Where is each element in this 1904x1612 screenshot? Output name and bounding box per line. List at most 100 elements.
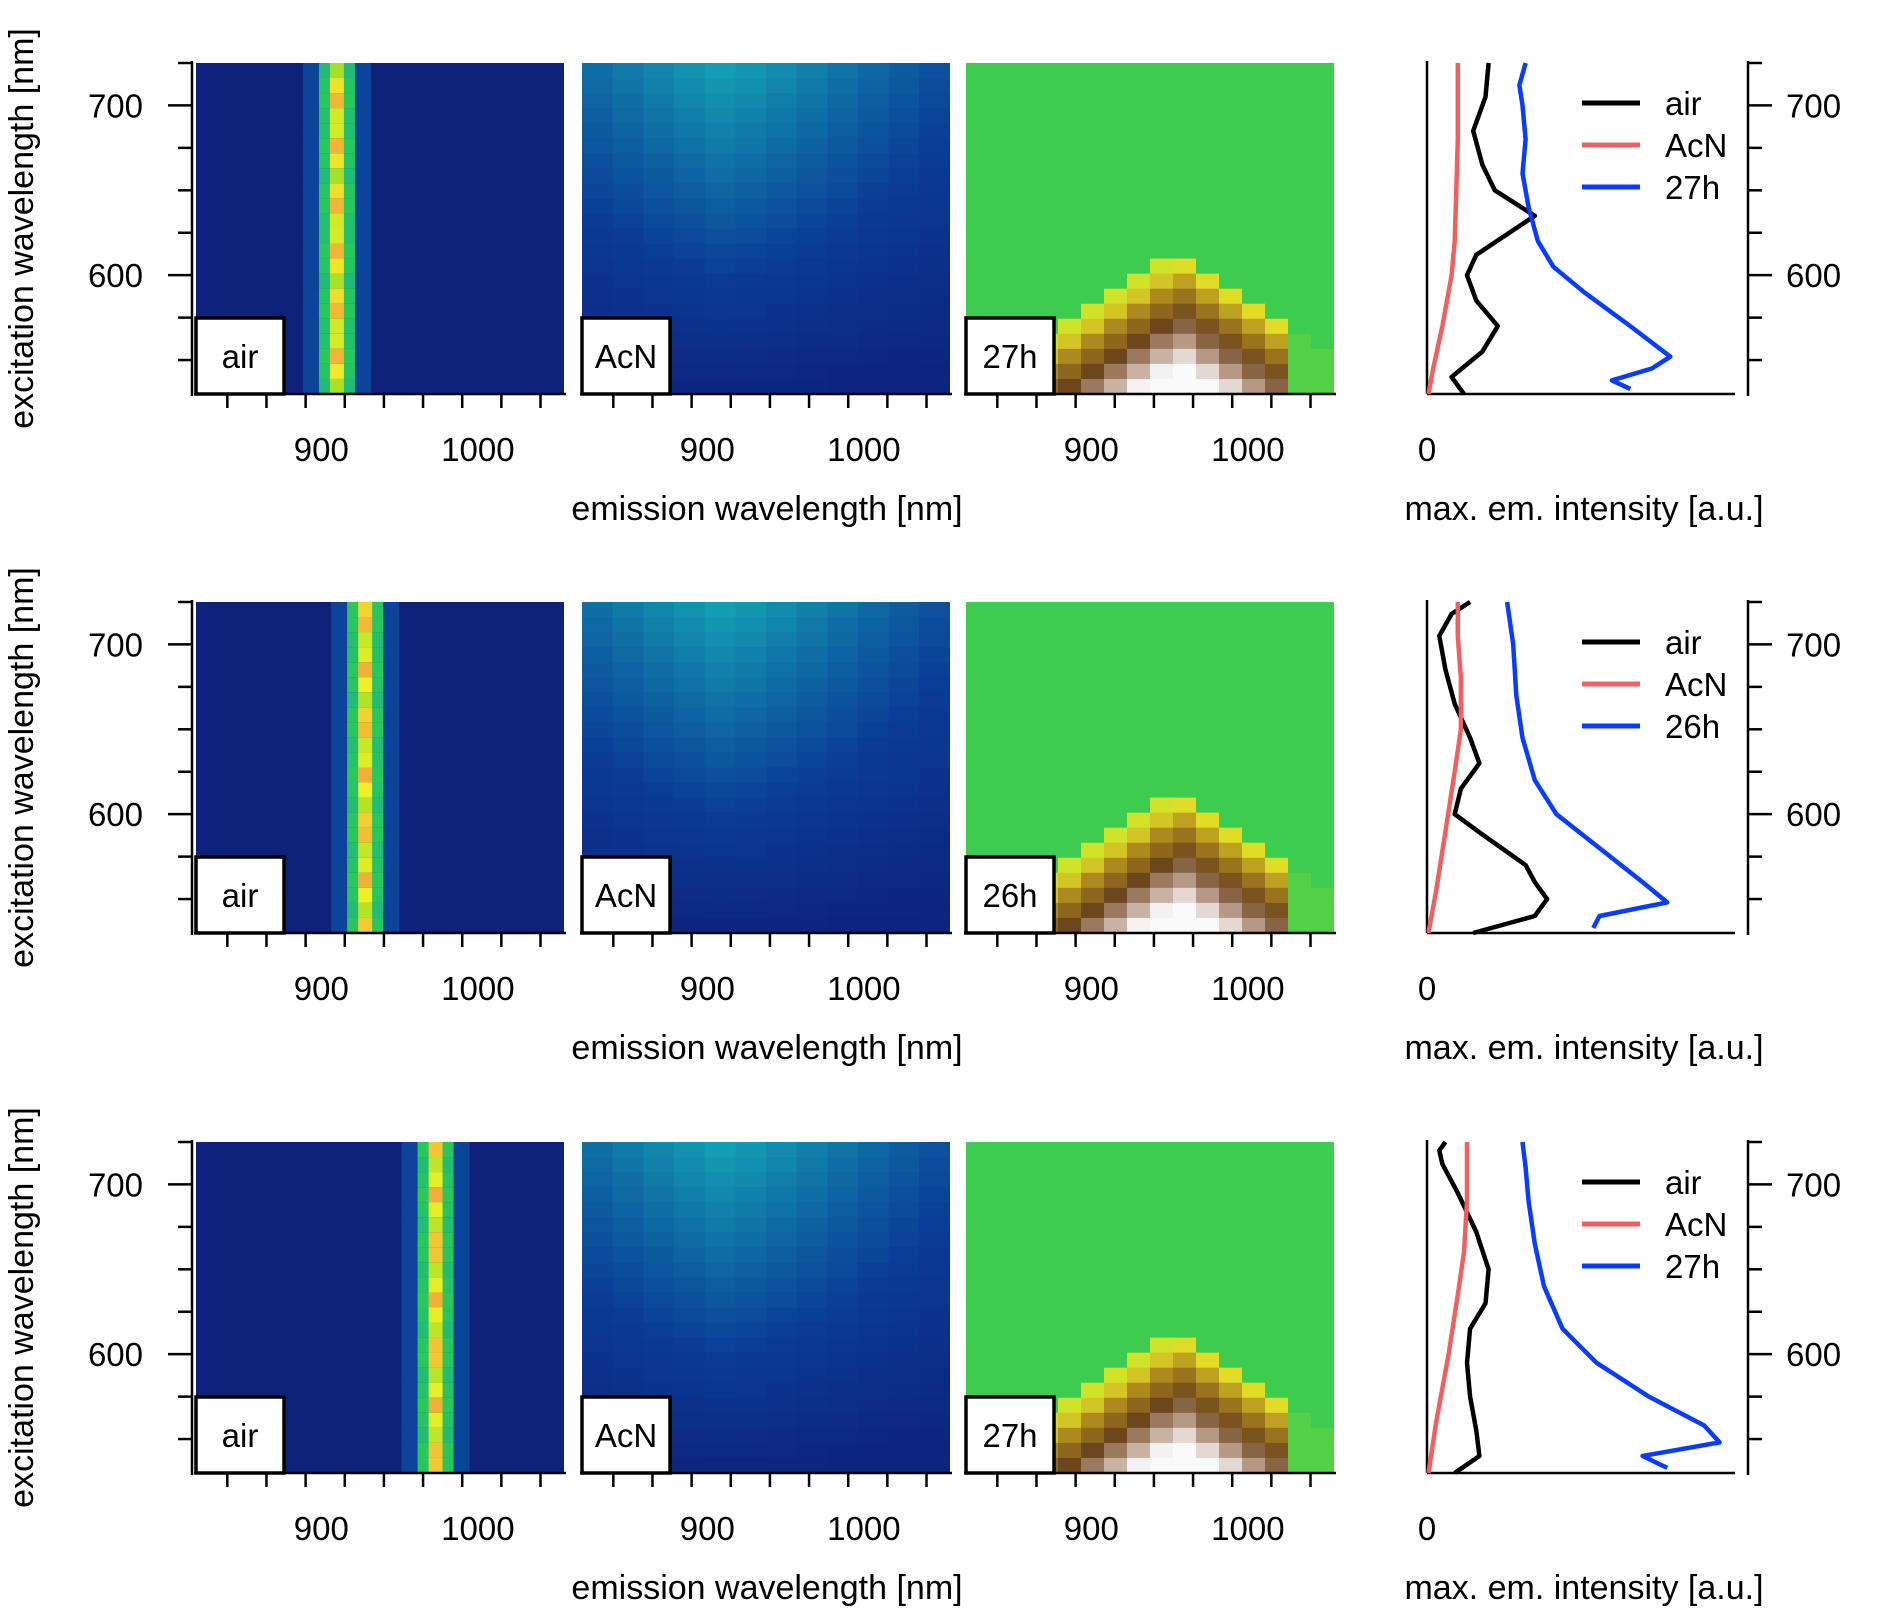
heatmap-cell [643,1382,675,1399]
heatmap-cell [358,872,373,889]
heatmap-cell [643,632,675,649]
heatmap-cell [1058,797,1082,814]
heatmap-cell [674,812,706,829]
heatmap-cell [704,1457,737,1473]
heatmap-cell [735,318,767,335]
heatmap-cell [735,857,767,874]
heatmap-cell [858,617,890,634]
x-axis-title: emission wavelength [nm] [571,1029,962,1067]
heatmap-cell [1150,183,1174,200]
heatmap-cell [989,617,1013,634]
heatmap-cell [1150,108,1174,125]
legend-label-27h: 27h [1665,1248,1720,1285]
heatmap-cell [735,902,767,919]
heatmap-cell [1288,1397,1312,1414]
heatmap-cell [1127,857,1151,874]
heatmap-cell [1196,872,1220,889]
heatmap-cell [1058,1217,1082,1234]
heatmap-cell [966,767,990,784]
heatmap-cell [582,1307,614,1324]
heatmap-cell [1288,662,1312,679]
heatmap-cell [796,228,829,245]
heatmap-cell [1242,1367,1266,1384]
heatmap-cell [1173,902,1197,919]
heatmap-cell [735,243,767,260]
heatmap-cell [1265,1217,1289,1234]
heatmap-cell [643,827,675,844]
heatmap-cell [796,752,829,769]
heatmap-cell [329,318,344,335]
heatmap-cell [919,677,950,694]
heatmap-cell [1104,363,1128,380]
heatmap-cell [858,722,890,739]
heatmap-cell [582,1247,614,1264]
heatmap-cell [674,632,706,649]
heatmap-cell [1219,797,1243,814]
heatmap-cell [1219,752,1243,769]
heatmap-cell [1242,1397,1266,1414]
heatmap-cell [1219,93,1243,110]
heatmap-cell [1081,1367,1105,1384]
profile-y-tick-label: 600 [1786,1336,1841,1373]
heatmap-cell [1012,662,1036,679]
heatmap-cell [919,827,950,844]
heatmap-cell [1288,1277,1312,1294]
legend-label-air: air [1665,624,1702,661]
heatmap-cell [858,842,890,859]
heatmap-cell [827,108,859,125]
heatmap-cell [827,602,859,619]
heatmap-cell [1196,722,1220,739]
heatmap-cell [919,1427,950,1444]
heatmap-cell [1150,258,1174,275]
heatmap-image [966,602,1334,933]
heatmap-cell [1104,123,1128,140]
heatmap-cell [1127,228,1151,245]
heatmap-cell [827,1457,859,1473]
heatmap-cell [1265,1427,1289,1444]
heatmap-cell [919,632,950,649]
x-axis: 900 1000 [580,392,952,468]
heatmap-cell [1173,1307,1197,1324]
heatmap-cell [827,363,859,380]
heatmap-cell [989,273,1013,290]
heatmap-cell [1196,363,1220,380]
heatmap-cell [1035,198,1059,215]
heatmap-cell [1127,1247,1151,1264]
heatmap-cell [704,857,737,874]
heatmap-cell [735,153,767,170]
heatmap-cell [1242,1277,1266,1294]
heatmap-cell [1242,378,1266,394]
heatmap-cell [1104,258,1128,275]
heatmap-cell [827,737,859,754]
heatmap-cell [582,153,614,170]
heatmap-cell [1081,153,1105,170]
heatmap-cell [1058,1247,1082,1264]
heatmap-cell [674,677,706,694]
heatmap-cell [1012,138,1036,155]
heatmap-cell [796,857,829,874]
heatmap-image [582,63,950,394]
heatmap-cell [1196,1247,1220,1264]
heatmap-cell [674,602,706,619]
heatmap-cell [919,333,950,350]
heatmap-cell [766,1157,798,1174]
heatmap-cell [1012,63,1036,80]
heatmap-cell [643,782,675,799]
heatmap-cell [888,917,921,933]
heatmap-cell [1265,213,1289,230]
heatmap-cell [888,258,921,275]
heatmap-cell [1104,737,1128,754]
heatmap-image [966,1142,1334,1473]
heatmap-cell [1058,1457,1082,1473]
heatmap-cell [1127,258,1151,275]
heatmap-cell [1242,1382,1266,1399]
heatmap-cell [989,692,1013,709]
heatmap-cell [582,123,614,140]
heatmap-cell [1012,258,1036,275]
heatmap-cell [1173,602,1197,619]
heatmap-cell [1058,677,1082,694]
heatmap-cell [674,782,706,799]
y-tick-label: 700 [88,1166,143,1203]
